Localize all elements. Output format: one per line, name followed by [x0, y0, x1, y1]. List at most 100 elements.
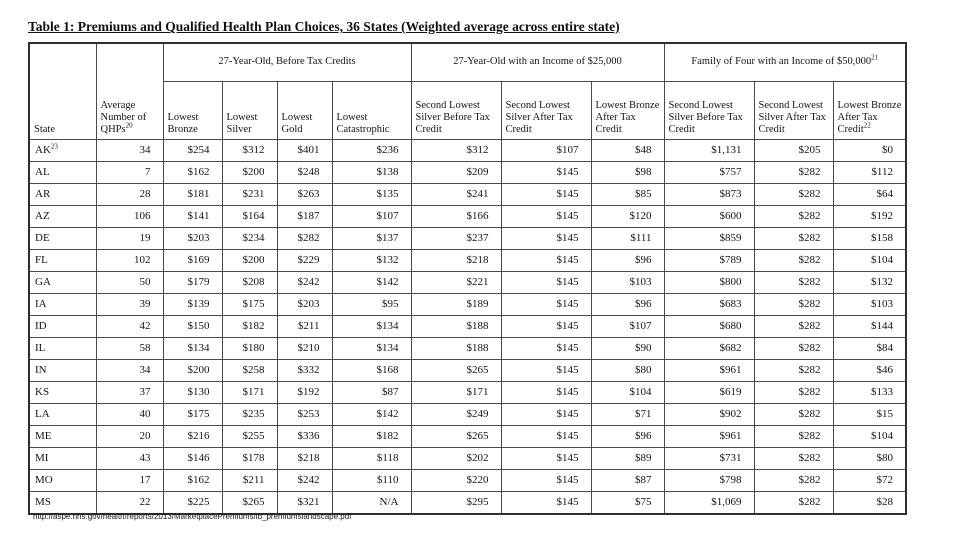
value-cell: $75	[590, 490, 665, 514]
value-cell: $145	[500, 468, 592, 492]
value-cell: $401	[276, 138, 333, 162]
value-cell: 43	[95, 446, 164, 470]
table-row-al: AL 7 $162 $200 $248 $138 $209 $145 $98 $757 $282 $1…	[28, 160, 907, 184]
value-cell: $873	[663, 182, 755, 206]
value-cell: $680	[663, 314, 755, 338]
group-label: 27-Year-Old, Before Tax Credits	[218, 56, 356, 68]
table-row-fl: FL 102 $169 $200 $229 $132 $218 $145 $96 $789 $282…	[28, 248, 907, 272]
value-cell: $71	[590, 402, 665, 426]
header-family-second-lowest-silver-after: Second Lowest Silver After Tax Credit	[753, 80, 834, 140]
value-cell: $164	[221, 204, 278, 228]
value-cell: $282	[753, 424, 834, 448]
value-cell: $295	[410, 490, 502, 514]
value-cell: $282	[753, 336, 834, 360]
table-row-ks: KS 37 $130 $171 $192 $87 $171 $145 $104 $619 $282 $…	[28, 380, 907, 404]
value-cell: 17	[95, 468, 164, 492]
value-cell: $757	[663, 160, 755, 184]
value-cell: $72	[832, 468, 907, 492]
value-cell: 19	[95, 226, 164, 250]
value-cell: $85	[590, 182, 665, 206]
value-cell: $258	[221, 358, 278, 382]
state-cell: IA	[28, 292, 97, 316]
value-cell: 34	[95, 358, 164, 382]
value-cell: $336	[276, 424, 333, 448]
value-cell: $282	[753, 248, 834, 272]
value-cell: $110	[331, 468, 412, 492]
value-cell: 34	[95, 138, 164, 162]
subheader-label: Second Lowest Silver Before Tax Credit	[415, 99, 490, 135]
value-cell: $175	[221, 292, 278, 316]
value-cell: $84	[832, 336, 907, 360]
value-cell: $134	[162, 336, 223, 360]
table-row-ga: GA 50 $179 $208 $242 $142 $221 $145 $103 $800 $282…	[28, 270, 907, 294]
group-footnote: 21	[871, 53, 879, 62]
subheader-label: Second Lowest Silver After Tax Credit	[758, 99, 826, 135]
value-cell: $145	[500, 292, 592, 316]
value-cell: $175	[162, 402, 223, 426]
value-cell: 40	[95, 402, 164, 426]
table-header: State Average Number of QHPs20 27-Year-O…	[28, 42, 907, 140]
value-cell: $282	[753, 358, 834, 382]
value-cell: $145	[500, 182, 592, 206]
state-cell: LA	[28, 402, 97, 426]
value-cell: $182	[221, 314, 278, 338]
value-cell: $229	[276, 248, 333, 272]
table-row-ms: MS 22 $225 $265 $321 N/A $295 $145 $75 $1,069 $282…	[28, 490, 907, 514]
state-cell: MS	[28, 490, 97, 514]
state-cell: MO	[28, 468, 97, 492]
subheader-label: Lowest Catastrophic	[336, 111, 390, 135]
value-cell: $961	[663, 424, 755, 448]
value-cell: $211	[221, 468, 278, 492]
value-cell: $312	[410, 138, 502, 162]
header-lowest-catastrophic: Lowest Catastrophic	[331, 80, 412, 140]
value-cell: $87	[331, 380, 412, 404]
table-row-il: IL 58 $134 $180 $210 $134 $188 $145 $90 $682 $282 $…	[28, 336, 907, 360]
value-cell: 42	[95, 314, 164, 338]
value-cell: $98	[590, 160, 665, 184]
value-cell: $187	[276, 204, 333, 228]
value-cell: 106	[95, 204, 164, 228]
table-row-in: IN 34 $200 $258 $332 $168 $265 $145 $80 $961 $282 $…	[28, 358, 907, 382]
value-cell: $145	[500, 424, 592, 448]
value-cell: $205	[753, 138, 834, 162]
value-cell: $179	[162, 270, 223, 294]
group-header-row: State Average Number of QHPs20 27-Year-O…	[28, 42, 907, 140]
value-cell: $130	[162, 380, 223, 404]
value-cell: 28	[95, 182, 164, 206]
value-cell: $145	[500, 358, 592, 382]
table-body: AK23 34 $254 $312 $401 $236 $312 $107 $48 $1,131 $…	[28, 138, 907, 514]
table-row-mo: MO 17 $162 $211 $242 $110 $220 $145 $87 $798 $282 $…	[28, 468, 907, 492]
value-cell: $182	[331, 424, 412, 448]
value-cell: $145	[500, 402, 592, 426]
value-cell: $208	[221, 270, 278, 294]
group-label: Family of Four with an Income of $50,000	[691, 56, 872, 68]
value-cell: $90	[590, 336, 665, 360]
value-cell: N/A	[331, 490, 412, 514]
table-row-la: LA 40 $175 $235 $253 $142 $249 $145 $71 $902 $282 $…	[28, 402, 907, 426]
subheader-label: Lowest Bronze After Tax Credit	[595, 99, 660, 135]
value-cell: $0	[832, 138, 907, 162]
value-cell: $1,069	[663, 490, 755, 514]
value-cell: $181	[162, 182, 223, 206]
value-cell: $800	[663, 270, 755, 294]
group-header-family-income-50k: Family of Four with an Income of $50,000…	[663, 42, 907, 82]
value-cell: $902	[663, 402, 755, 426]
value-cell: $80	[590, 358, 665, 382]
value-cell: $145	[500, 380, 592, 404]
value-cell: 50	[95, 270, 164, 294]
value-cell: $221	[410, 270, 502, 294]
value-cell: $107	[331, 204, 412, 228]
value-cell: $282	[753, 160, 834, 184]
value-cell: $218	[276, 446, 333, 470]
table-row-de: DE 19 $203 $234 $282 $137 $237 $145 $111 $859 $282…	[28, 226, 907, 250]
table-row-ak: AK23 34 $254 $312 $401 $236 $312 $107 $48 $1,131 $…	[28, 138, 907, 162]
subheader-label: Lowest Bronze	[167, 111, 199, 135]
header-average-qhps: Average Number of QHPs20	[95, 42, 164, 140]
subheader-label: Second Lowest Silver After Tax Credit	[505, 99, 573, 135]
value-cell: $282	[753, 446, 834, 470]
value-cell: $600	[663, 204, 755, 228]
value-cell: $96	[590, 292, 665, 316]
value-cell: $133	[832, 380, 907, 404]
subheader-label: Second Lowest Silver Before Tax Credit	[668, 99, 743, 135]
value-cell: $132	[832, 270, 907, 294]
